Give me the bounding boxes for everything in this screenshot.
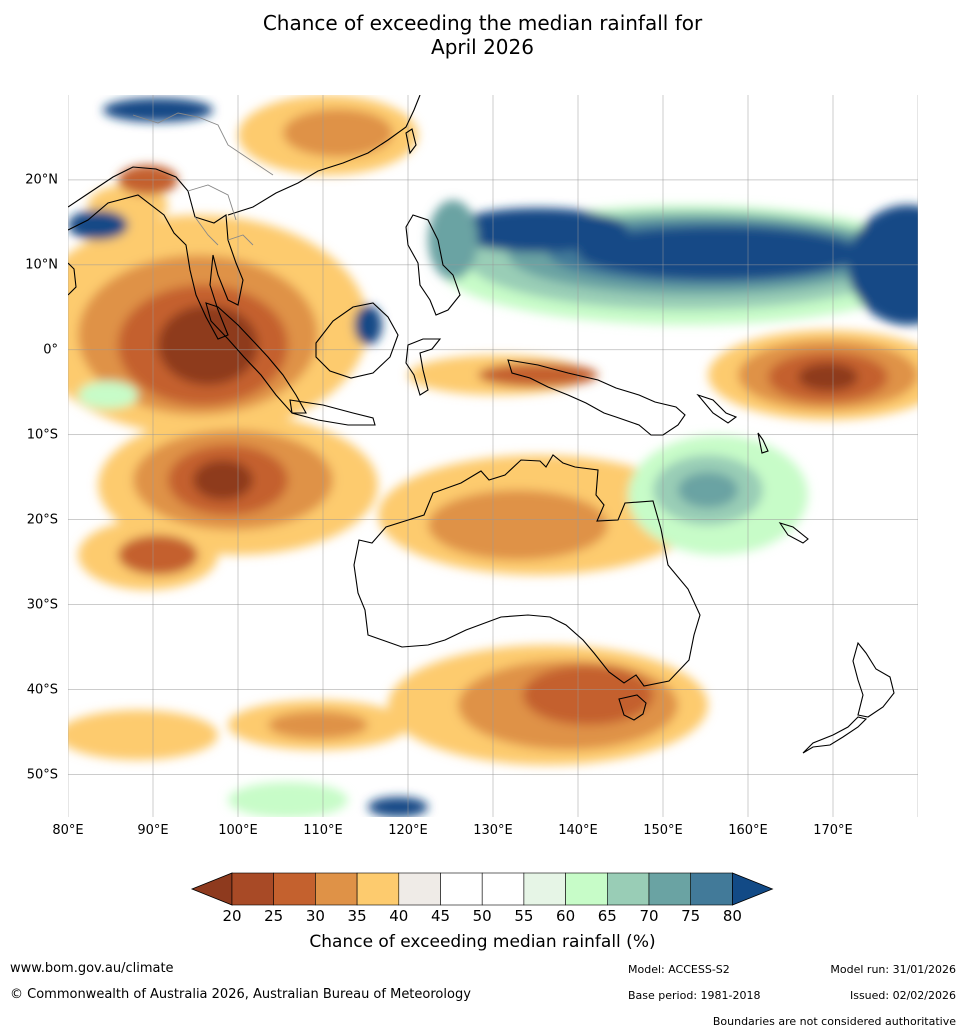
latitude-label: 40°S (26, 682, 58, 698)
probability-region (578, 227, 858, 279)
new-caledonia-coastline (778, 522, 809, 544)
longitude-label: 170°E (813, 823, 853, 838)
tasmania-coastline (618, 694, 647, 721)
colorbar-tick-label: 70 (639, 907, 659, 925)
colorbar-tick-label: 75 (681, 907, 701, 925)
sumatra-coastline (205, 302, 307, 414)
colorbar-tick-label: 50 (472, 907, 492, 925)
latitude-label: 0° (43, 342, 58, 358)
probability-region (118, 535, 198, 575)
probability-region (428, 490, 608, 560)
chart-title-line-2: April 2026 (431, 35, 534, 59)
colorbar-segment (565, 872, 608, 906)
longitude-label: 160°E (728, 823, 768, 838)
issued-date: Issued: 02/02/2026 (849, 989, 956, 1002)
colorbar-tick-label: 55 (514, 907, 534, 925)
colorbar-low-extension (190, 872, 233, 906)
colorbar-segment (606, 872, 650, 906)
probability-region (798, 363, 858, 391)
model-name: Model: ACCESS-S2 (628, 963, 730, 976)
rainfall-map (68, 95, 918, 817)
solomon-islands-coastline (696, 393, 738, 424)
colorbar-segment (648, 872, 692, 906)
map-gridlines (68, 95, 918, 817)
latitude-label: 10°N (25, 257, 58, 273)
new-guinea-coastline (507, 359, 686, 436)
copyright-notice: © Commonwealth of Australia 2026, Austra… (10, 987, 471, 1002)
longitude-label: 120°E (388, 823, 428, 838)
rainfall-probability-field (68, 95, 918, 817)
sulawesi-coastline (405, 338, 442, 396)
colorbar-tick-label: 35 (347, 907, 367, 925)
colorbar-segment (273, 872, 316, 906)
colorbar (190, 872, 774, 906)
probability-region (478, 363, 598, 387)
colorbar-segment (523, 872, 566, 906)
longitude-label: 140°E (558, 823, 598, 838)
probability-region (368, 797, 428, 817)
base-period: Base period: 1981-2018 (628, 989, 761, 1002)
colorbar-segment (398, 872, 441, 906)
sri-lanka-coastline (68, 262, 77, 296)
longitude-label: 100°E (218, 823, 258, 838)
probability-region (103, 98, 213, 122)
colorbar-label: Chance of exceeding median rainfall (%) (309, 932, 656, 952)
website-link[interactable]: www.bom.gov.au/climate (10, 961, 174, 976)
probability-region (428, 200, 478, 280)
longitude-label: 150°E (643, 823, 683, 838)
latitude-label: 20°S (26, 512, 58, 528)
colorbar-tick-label: 45 (430, 907, 451, 925)
probability-region (193, 460, 253, 500)
china-coastline (227, 95, 421, 216)
coastlines (68, 95, 895, 754)
colorbar-tick-label: 40 (389, 907, 409, 925)
borneo-coastline (315, 302, 399, 379)
probability-region (228, 782, 348, 817)
vanuatu-coastline (757, 432, 769, 454)
latitude-label: 30°S (26, 597, 58, 613)
longitude-label: 90°E (137, 823, 169, 838)
colorbar-tick-label: 20 (222, 907, 242, 925)
philippines-coastline (405, 214, 461, 316)
probability-region (158, 305, 258, 385)
colorbar-segment (231, 872, 275, 906)
colorbar-segment (440, 872, 483, 906)
longitude-label: 130°E (473, 823, 513, 838)
probability-region (78, 381, 138, 409)
nz-south-island-coastline (802, 716, 868, 754)
colorbar-high-extension (732, 872, 774, 906)
colorbar-segment (356, 872, 400, 906)
indochina-coastline (68, 166, 244, 340)
probability-region (68, 210, 128, 240)
colorbar-tick-label: 65 (597, 907, 617, 925)
colorbar-tick-label: 60 (556, 907, 576, 925)
probability-region (283, 109, 393, 157)
nz-north-island-coastline (852, 641, 895, 718)
longitude-label: 80°E (52, 823, 84, 838)
probability-region (68, 710, 218, 760)
latitude-label: 10°S (26, 427, 58, 443)
chart-title-line-1: Chance of exceeding the median rainfall … (262, 11, 703, 35)
probability-region (268, 711, 368, 739)
colorbar-tick-label: 25 (264, 907, 284, 925)
probability-region (678, 472, 738, 508)
taiwan-coastline (405, 128, 417, 155)
model-run-date: Model run: 31/01/2026 (830, 963, 956, 976)
probability-region (354, 305, 382, 345)
latitude-label: 50°S (26, 767, 58, 783)
probability-region (523, 665, 653, 725)
colorbar-segment (690, 872, 733, 906)
java-coastline (289, 399, 376, 426)
colorbar-segment (481, 872, 525, 906)
colorbar-tick-label: 80 (722, 907, 742, 925)
colorbar-tick-label: 30 (305, 907, 325, 925)
latitude-label: 20°N (25, 172, 58, 188)
country-borders (132, 112, 274, 246)
colorbar-segment (315, 872, 358, 906)
boundaries-disclaimer: Boundaries are not considered authoritat… (712, 1015, 956, 1028)
australia-coastline (353, 454, 701, 687)
longitude-label: 110°E (303, 823, 343, 838)
